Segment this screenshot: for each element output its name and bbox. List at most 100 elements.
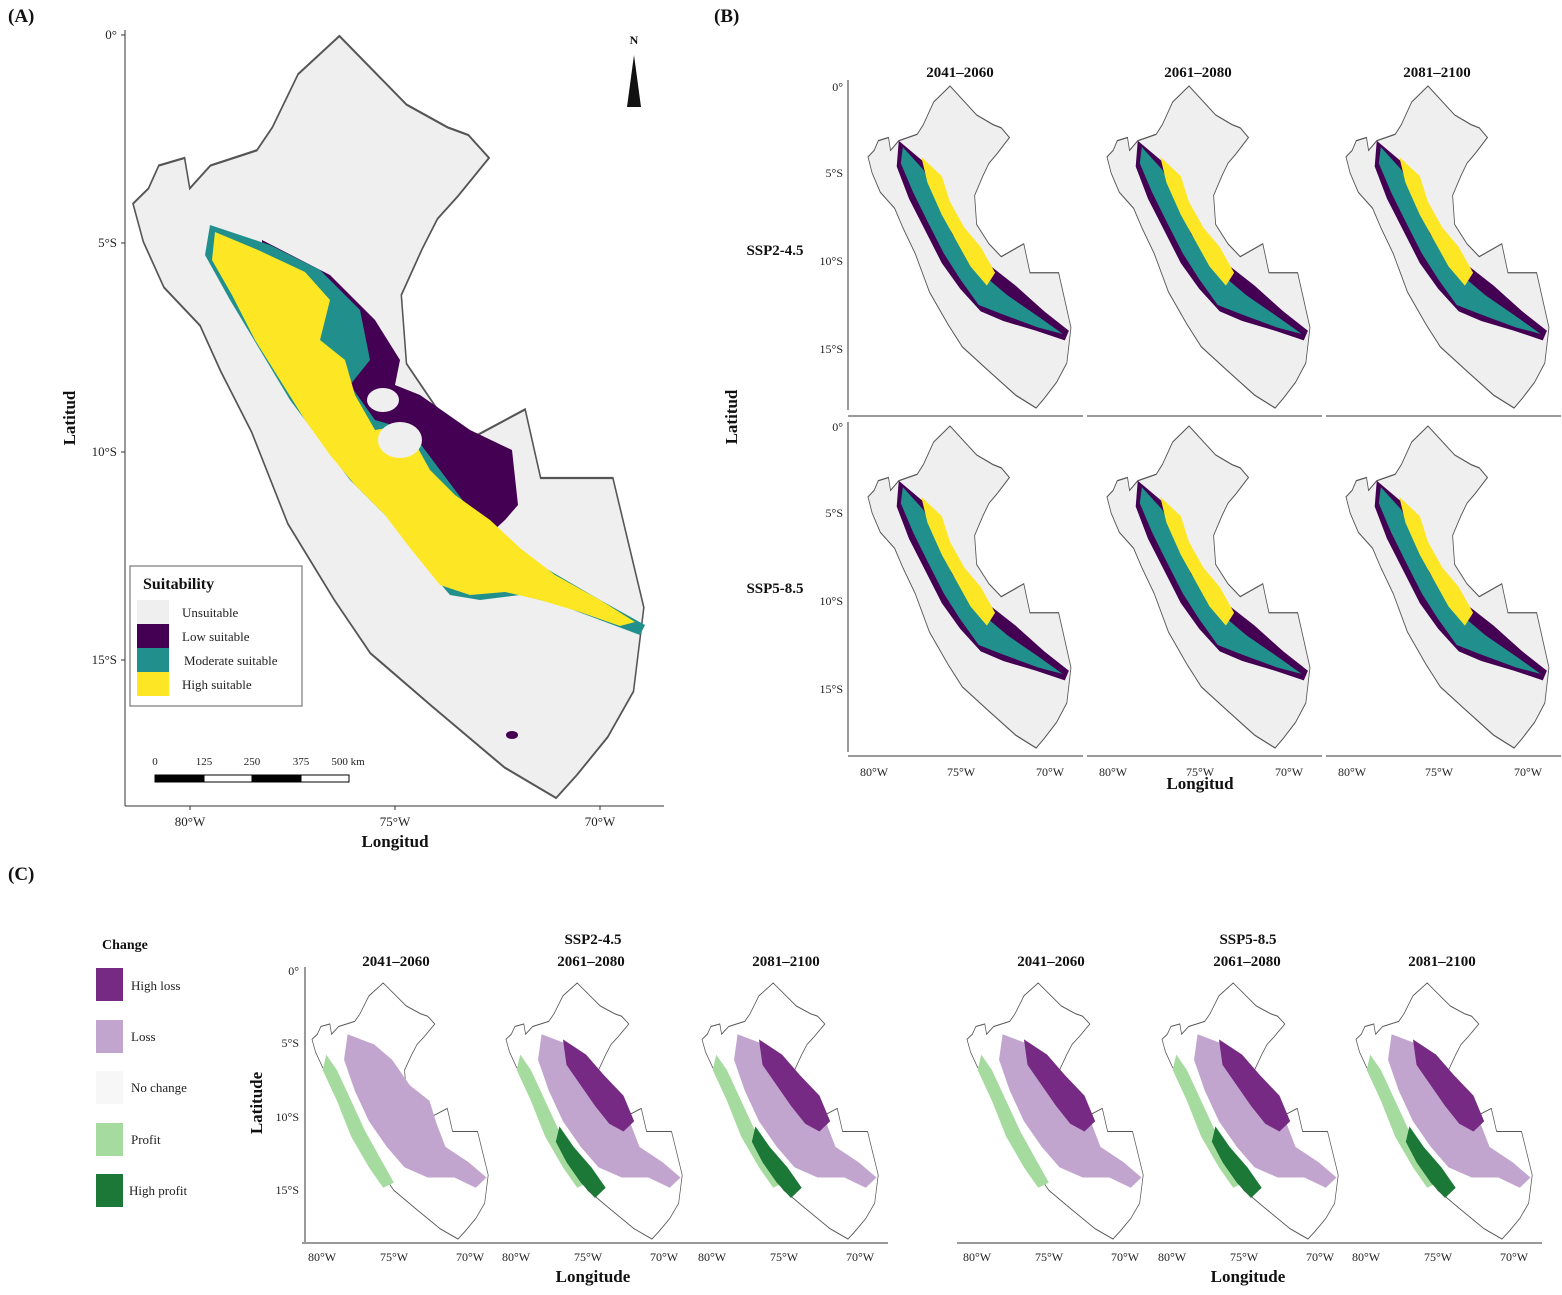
- panel-b-y-tick-label: 5°S: [826, 506, 843, 520]
- panel-c-y-tick-label: 5°S: [282, 1036, 299, 1050]
- panel-c-period-title: 2081–2100: [752, 954, 820, 970]
- panel-b-x-tick-label: 70°W: [1036, 765, 1065, 779]
- legend-swatch-unsuitable: [137, 600, 169, 624]
- panel-c-period-title: 2061–2080: [1213, 954, 1281, 970]
- legend-label: Low suitable: [182, 629, 250, 644]
- panel-c-x-tick-label: 70°W: [650, 1250, 679, 1264]
- panel-a-y-tick-label: 0°: [105, 27, 117, 42]
- panel-b-x-tick-label: 75°W: [1186, 765, 1215, 779]
- north-arrow-icon: [627, 55, 641, 107]
- scale-bar-segment: [251, 774, 302, 783]
- unsuitable-gap: [378, 422, 422, 458]
- panel-a-y-tick-label: 5°S: [98, 235, 117, 250]
- panel-b-period-title: 2081–2100: [1403, 65, 1471, 81]
- scale-bar-segment: [154, 774, 205, 783]
- moderate-suitable-zone: [1378, 487, 1541, 674]
- panel-c-x-tick-label: 75°W: [1035, 1250, 1064, 1264]
- panel-a-y-axis-title: Latitud: [60, 390, 79, 445]
- panel-c-x-tick-label: 80°W: [502, 1250, 531, 1264]
- scale-bar-segment: [300, 774, 350, 783]
- panel-c-x-tick-label: 70°W: [456, 1250, 485, 1264]
- panel-c-x-tick-label: 80°W: [1352, 1250, 1381, 1264]
- panel-c-map-cell: 80°W 75°W 70°W: [957, 983, 1153, 1264]
- scale-bar-label: 500 km: [331, 756, 365, 768]
- low-suitable-patch: [506, 731, 518, 739]
- panel-c-x-tick-label: 75°W: [574, 1250, 603, 1264]
- panel-b: 2041–2060 2061–2080 2081–2100 SSP2-4.5 S…: [722, 65, 1561, 793]
- panel-c-map-cell: 80°W 75°W 70°W: [302, 983, 498, 1264]
- panel-c-map-grid: 80°W 75°W 70°W 80°W 75°W 70°W 80°W 75°W 70°W 80°W…: [302, 983, 1542, 1264]
- panel-b-map-cell: [1087, 86, 1322, 416]
- panel-b-period-title: 2061–2080: [1164, 65, 1232, 81]
- profit-zone: [977, 1054, 1049, 1188]
- scale-bar-label: 125: [196, 756, 213, 768]
- scale-bar: 0 125 250 375 500 km: [152, 756, 365, 783]
- panel-c-x-tick-label: 70°W: [1306, 1250, 1335, 1264]
- panel-c-y-axis-title: Latitude: [247, 1071, 266, 1134]
- panel-b-y-tick-label: 10°S: [820, 254, 843, 268]
- panel-c-map-cell: 80°W 75°W 70°W: [1152, 983, 1348, 1264]
- legend-swatch-high-loss: [96, 968, 123, 1001]
- panel-c-period-title: 2081–2100: [1408, 954, 1476, 970]
- panel-c-x-axis-title: Longitude: [1211, 1267, 1286, 1286]
- panel-c-y-tick-label: 10°S: [276, 1110, 299, 1124]
- panel-b-map-cell: 80°W 75°W 70°W: [1087, 426, 1322, 779]
- panel-a-x-axis-title: Longitud: [361, 832, 429, 851]
- north-arrow: N: [627, 33, 641, 107]
- panel-a: 0° 5°S 10°S 15°S 80°W 75°W 70°W Longitud…: [60, 27, 664, 851]
- panel-b-x-axis-title: Longitud: [1166, 774, 1234, 793]
- moderate-suitable-zone: [900, 487, 1063, 674]
- panel-b-map-cell: [1326, 86, 1561, 416]
- moderate-suitable-zone: [1139, 487, 1302, 674]
- legend-label: Moderate suitable: [184, 653, 278, 668]
- high-profit-zone: [1211, 1126, 1262, 1199]
- panel-c-x-tick-label: 70°W: [846, 1250, 875, 1264]
- high-suitable-zone: [921, 496, 996, 626]
- panel-c-x-axis-title: Longitude: [556, 1267, 631, 1286]
- panel-b-y-tick-label: 5°S: [826, 166, 843, 180]
- north-label: N: [630, 33, 639, 47]
- change-legend-label: High profit: [129, 1183, 188, 1198]
- high-suitable-zone: [212, 232, 635, 626]
- change-legend: Change High loss Loss No change Profit H…: [96, 938, 188, 1207]
- panel-c-scenario-title: SSP5-8.5: [1219, 932, 1276, 948]
- panel-b-map-cell: 80°W 75°W 70°W: [848, 426, 1083, 779]
- profit-zone: [322, 1054, 394, 1188]
- panel-c-label: (C): [8, 864, 35, 885]
- high-suitable-zone: [1399, 496, 1474, 626]
- panel-c-x-tick-label: 70°W: [1111, 1250, 1140, 1264]
- panel-c-y-tick-label: 0°: [288, 964, 299, 978]
- suitability-legend: Suitability Unsuitable Low suitable Mode…: [129, 565, 303, 707]
- panel-b-x-tick-label: 80°W: [1099, 765, 1128, 779]
- panel-c-map-cell: 80°W 75°W 70°W: [496, 983, 692, 1264]
- panel-a-x-ticks: 80°W 75°W 70°W: [175, 806, 616, 829]
- panel-b-x-tick-label: 80°W: [860, 765, 889, 779]
- legend-label: High suitable: [182, 677, 252, 692]
- panel-b-x-tick-label: 70°W: [1514, 765, 1543, 779]
- legend-swatch-loss: [96, 1020, 123, 1053]
- panel-b-y-ticks: 0° 5°S 10°S 15°S 0° 5°S 10°S 15°S: [820, 80, 844, 696]
- unsuitable-gap: [367, 388, 399, 412]
- mini-map: [1107, 86, 1310, 408]
- mini-map: [1107, 426, 1310, 748]
- moderate-suitable-zone: [1378, 147, 1541, 334]
- legend-swatch-low: [137, 624, 169, 648]
- scale-bar-label: 250: [244, 756, 261, 768]
- panel-c-scenario-title: SSP2-4.5: [564, 932, 621, 948]
- panel-a-y-tick-label: 10°S: [92, 444, 117, 459]
- high-profit-zone: [555, 1126, 606, 1199]
- panel-b-y-axis-title: Latitud: [722, 389, 741, 444]
- mini-map: [868, 86, 1071, 408]
- panel-b-x-tick-label: 70°W: [1275, 765, 1304, 779]
- loss-zone: [344, 1034, 487, 1188]
- mini-map: [868, 426, 1071, 748]
- panel-c-period-title: 2041–2060: [362, 954, 430, 970]
- legend-swatch-high: [137, 672, 169, 696]
- panel-c-y-tick-label: 15°S: [276, 1183, 299, 1197]
- scale-bar-label: 375: [293, 756, 310, 768]
- panel-c-x-tick-label: 75°W: [1230, 1250, 1259, 1264]
- change-legend-label: Loss: [131, 1029, 156, 1044]
- high-loss-zone: [562, 1039, 635, 1132]
- high-profit-zone: [1405, 1126, 1456, 1199]
- panel-a-x-tick-label: 75°W: [380, 814, 411, 829]
